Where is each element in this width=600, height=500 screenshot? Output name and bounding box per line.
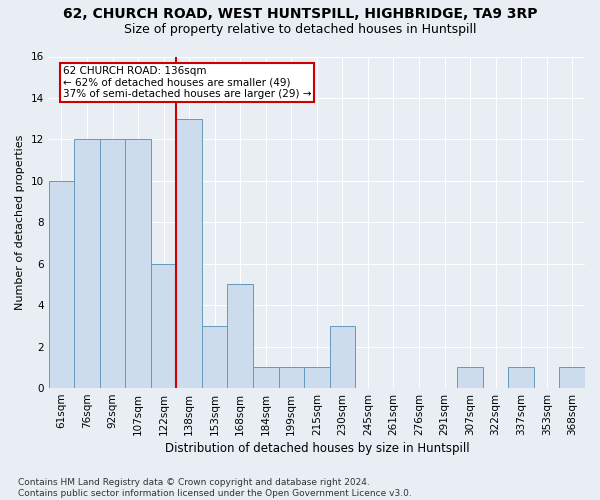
Text: 62, CHURCH ROAD, WEST HUNTSPILL, HIGHBRIDGE, TA9 3RP: 62, CHURCH ROAD, WEST HUNTSPILL, HIGHBRI…: [63, 8, 537, 22]
Bar: [457, 368, 483, 388]
Bar: [176, 118, 202, 388]
Bar: [329, 326, 355, 388]
Bar: [559, 368, 585, 388]
Y-axis label: Number of detached properties: Number of detached properties: [15, 134, 25, 310]
Bar: [49, 181, 74, 388]
Text: Contains HM Land Registry data © Crown copyright and database right 2024.
Contai: Contains HM Land Registry data © Crown c…: [18, 478, 412, 498]
Bar: [253, 368, 278, 388]
Text: Size of property relative to detached houses in Huntspill: Size of property relative to detached ho…: [124, 22, 476, 36]
Bar: [508, 368, 534, 388]
Text: 62 CHURCH ROAD: 136sqm
← 62% of detached houses are smaller (49)
37% of semi-det: 62 CHURCH ROAD: 136sqm ← 62% of detached…: [63, 66, 311, 99]
Bar: [74, 140, 100, 388]
Bar: [125, 140, 151, 388]
Bar: [227, 284, 253, 388]
Bar: [304, 368, 329, 388]
Bar: [278, 368, 304, 388]
Bar: [151, 264, 176, 388]
Bar: [100, 140, 125, 388]
Bar: [202, 326, 227, 388]
X-axis label: Distribution of detached houses by size in Huntspill: Distribution of detached houses by size …: [164, 442, 469, 455]
